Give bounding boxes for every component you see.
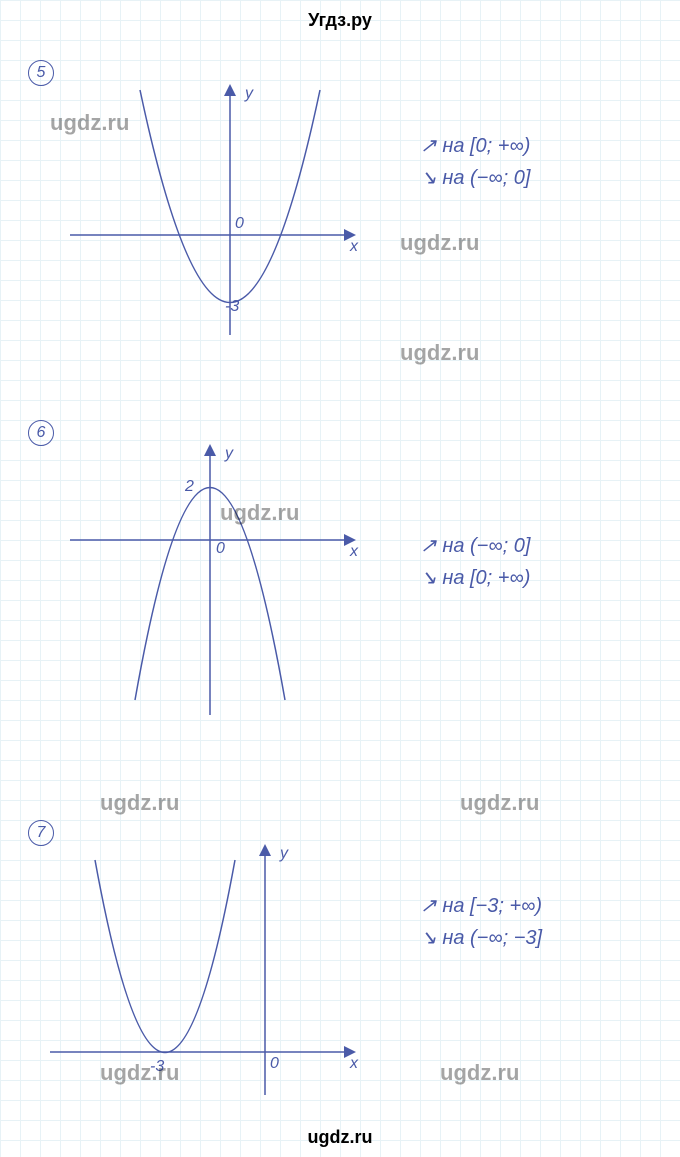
monotonicity-notes: ↗ на (−∞; 0] ↘ на [0; +∞) xyxy=(420,530,530,594)
y-axis-label: y xyxy=(280,845,288,863)
graph-parabola-down xyxy=(60,440,360,720)
y-axis-label: y xyxy=(245,85,253,103)
footer-title: ugdz.ru xyxy=(308,1127,373,1147)
watermark: ugdz.ru xyxy=(220,500,299,526)
x-axis-label: x xyxy=(350,1055,358,1073)
origin-label: 0 xyxy=(270,1055,279,1073)
problem-number: 5 xyxy=(37,64,46,81)
monotonicity-notes: ↗ на [0; +∞) ↘ на (−∞; 0] xyxy=(420,130,530,194)
watermark: ugdz.ru xyxy=(400,340,479,366)
increasing-note: ↗ на [−3; +∞) xyxy=(420,890,542,922)
increasing-note: ↗ на [0; +∞) xyxy=(420,130,530,162)
vertex-label: 2 xyxy=(185,478,194,496)
problem-number: 7 xyxy=(37,824,46,841)
watermark: ugdz.ru xyxy=(460,790,539,816)
decreasing-note: ↘ на [0; +∞) xyxy=(420,562,530,594)
page-header: Угдз.ру xyxy=(0,0,680,40)
problem-number-badge: 6 xyxy=(28,420,54,446)
increasing-note: ↗ на (−∞; 0] xyxy=(420,530,530,562)
x-axis-label: x xyxy=(350,543,358,561)
watermark: ugdz.ru xyxy=(50,110,129,136)
problem-number: 6 xyxy=(37,424,46,441)
watermark: ugdz.ru xyxy=(100,1060,179,1086)
watermark: ugdz.ru xyxy=(440,1060,519,1086)
x-axis-label: x xyxy=(350,238,358,256)
problem-number-badge: 5 xyxy=(28,60,54,86)
origin-label: 0 xyxy=(235,215,244,233)
origin-label: 0 xyxy=(216,540,225,558)
watermark: ugdz.ru xyxy=(400,230,479,256)
graph-parabola-shifted xyxy=(40,840,360,1100)
monotonicity-notes: ↗ на [−3; +∞) ↘ на (−∞; −3] xyxy=(420,890,542,954)
y-axis-label: y xyxy=(225,445,233,463)
decreasing-note: ↘ на (−∞; −3] xyxy=(420,922,542,954)
header-title: Угдз.ру xyxy=(308,10,372,30)
decreasing-note: ↘ на (−∞; 0] xyxy=(420,162,530,194)
vertex-label: -3 xyxy=(225,298,239,316)
page-footer: ugdz.ru xyxy=(0,1117,680,1157)
watermark: ugdz.ru xyxy=(100,790,179,816)
